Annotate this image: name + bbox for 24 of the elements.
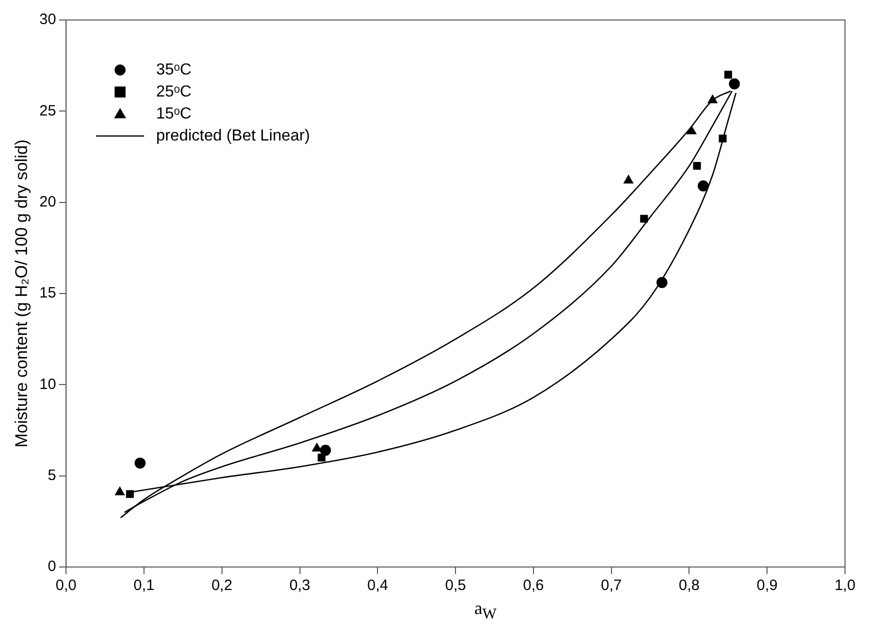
legend-label: 15ᵒC <box>156 105 192 122</box>
legend-label: 25ᵒC <box>156 83 192 100</box>
x-tick-label: 1,0 <box>834 577 856 594</box>
y-tick-label: 15 <box>39 284 56 302</box>
x-tick-label: 0,6 <box>523 577 544 594</box>
y-tick-label: 0 <box>48 558 56 576</box>
legend-label: predicted (Bet Linear) <box>156 127 310 144</box>
x-tick-label: 0,0 <box>56 577 77 594</box>
y-axis-title: Moisture content (g H₂O/ 100 g dry solid) <box>12 139 31 448</box>
x-tick-label: 0,1 <box>134 577 154 594</box>
y-tick-label: 30 <box>39 11 56 28</box>
x-tick-label: 0,8 <box>678 577 700 594</box>
x-tick-label: 0,3 <box>289 577 310 594</box>
x-tick-label: 0,9 <box>756 577 778 594</box>
y-tick-label: 5 <box>48 466 56 484</box>
x-tick-label: 0,5 <box>445 577 466 594</box>
y-tick-label: 20 <box>39 193 56 210</box>
x-tick-label: 0,7 <box>600 577 622 594</box>
y-tick-label: 25 <box>39 102 56 120</box>
x-axis-title: a$_{W}$ <box>473 598 498 624</box>
legend-label: 35ᵒC <box>156 61 192 78</box>
x-tick-label: 0,4 <box>367 577 388 594</box>
y-tick-label: 10 <box>39 376 56 393</box>
x-tick-label: 0,2 <box>211 577 232 594</box>
